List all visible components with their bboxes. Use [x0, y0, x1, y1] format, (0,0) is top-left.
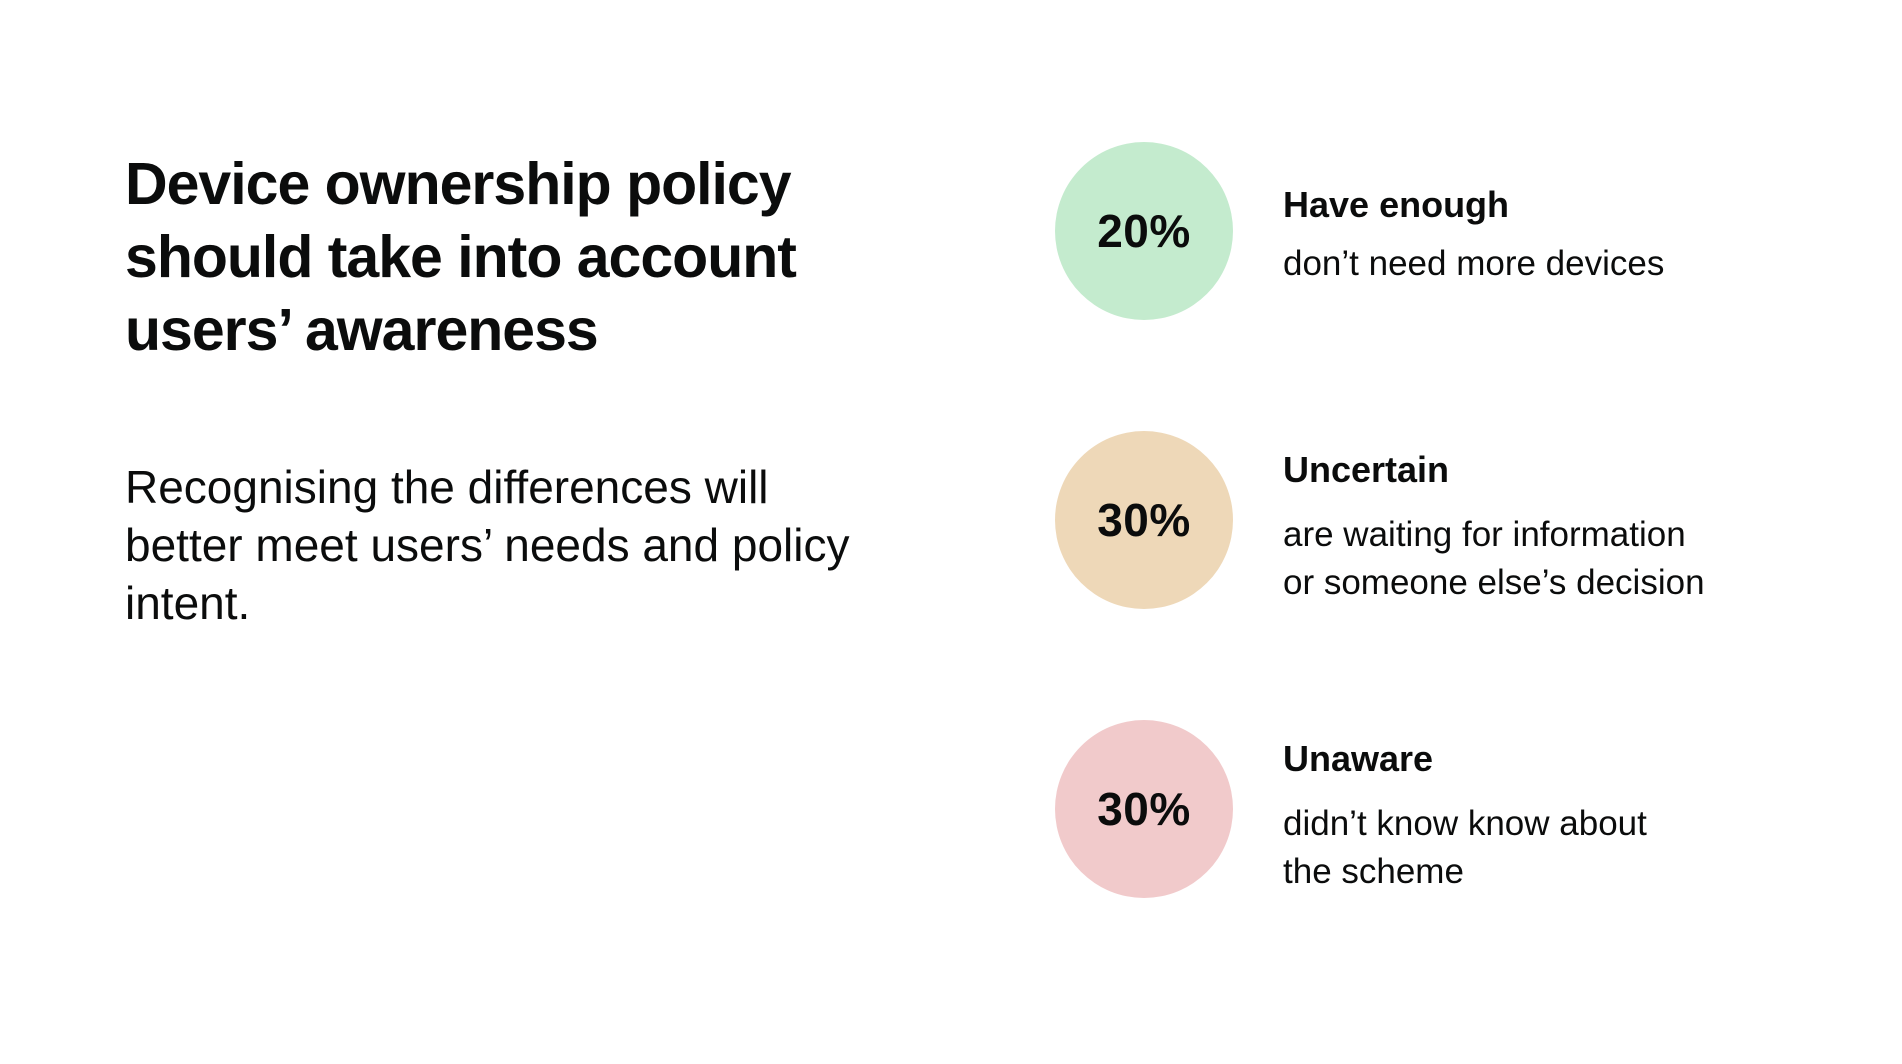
stat-circle: 30% [1055, 720, 1233, 898]
stat-percent: 20% [1097, 205, 1191, 257]
stat-uncertain: 30% Uncertain are waiting for informatio… [1055, 431, 1795, 611]
stat-label: Have enough [1283, 184, 1510, 225]
stat-description: don’t need more devices [1283, 240, 1664, 288]
stat-description: didn’t know know about the scheme [1283, 800, 1647, 896]
stat-circle: 30% [1055, 431, 1233, 609]
stat-have-enough: 20% Have enough don’t need more devices [1055, 142, 1795, 322]
stat-label: Uncertain [1283, 449, 1450, 490]
subheading: Recognising the differences will better … [125, 461, 850, 629]
stat-description-line: don’t need more devices [1283, 244, 1665, 283]
stat-unaware: 30% Unaware didn’t know know about the s… [1055, 720, 1795, 900]
stat-description-line: didn’t know know about [1283, 804, 1647, 843]
stat-description-line: the scheme [1283, 852, 1464, 891]
left-column: Device ownership policy should take into… [125, 148, 865, 629]
page-title: Device ownership policy should take into… [125, 151, 797, 363]
stat-percent: 30% [1097, 783, 1191, 835]
stat-description-line: or someone else’s decision [1283, 563, 1705, 602]
stat-description: are waiting for information or someone e… [1283, 511, 1705, 607]
stat-label: Unaware [1283, 738, 1434, 779]
stat-percent: 30% [1097, 494, 1191, 546]
stat-circle: 20% [1055, 142, 1233, 320]
stat-description-line: are waiting for information [1283, 515, 1686, 554]
